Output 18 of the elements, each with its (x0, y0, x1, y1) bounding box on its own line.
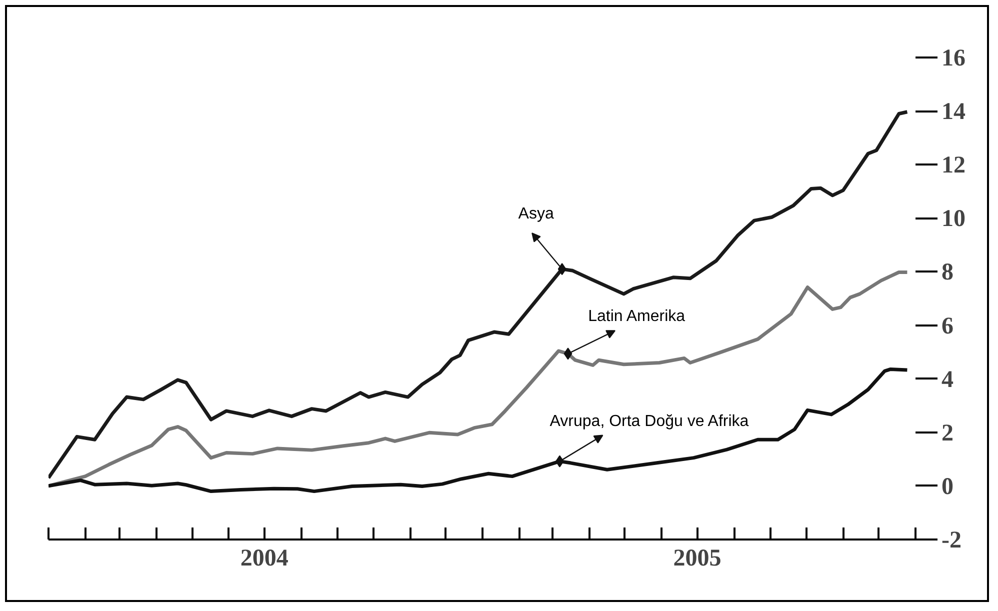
y-tick-label: 8 (942, 260, 954, 286)
annotation: Avrupa, Orta Doğu ve Afrika (550, 412, 749, 430)
x-tick-label: 2005 (673, 546, 722, 572)
y-tick-label: 6 (942, 313, 954, 340)
y-tick-label: -2 (942, 528, 962, 554)
line-series (48, 367, 909, 494)
y-tick-label: 10 (942, 206, 966, 232)
y-tick-label: 12 (942, 152, 966, 179)
annotation: Asya (518, 206, 554, 223)
y-tick-label: 16 (942, 46, 966, 72)
point (558, 263, 566, 276)
y-tick-label: 4 (942, 366, 954, 393)
y-tick-label: 0 (942, 474, 954, 500)
y-tick-label: 2 (942, 420, 954, 446)
line-series (48, 110, 909, 480)
annotation: Latin Amerika (588, 308, 686, 326)
x-tick-label: 2004 (240, 546, 288, 572)
y-tick-label: 14 (942, 99, 966, 126)
